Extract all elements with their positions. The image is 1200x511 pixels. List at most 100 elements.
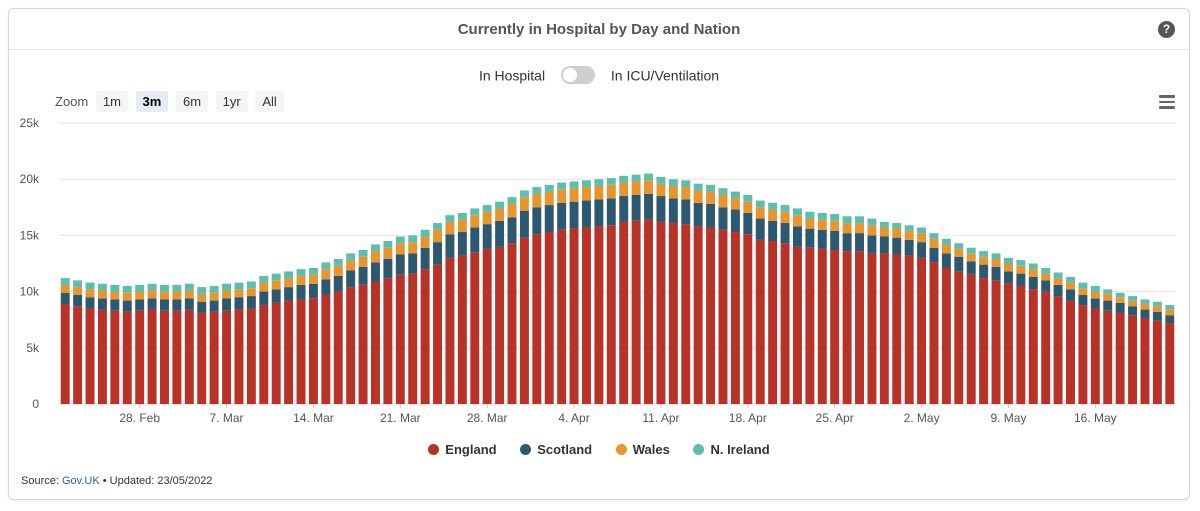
bar-scotland	[904, 239, 914, 256]
zoom-all-button[interactable]: All	[255, 91, 284, 112]
bar-england	[768, 241, 778, 404]
source-link[interactable]: Gov.UK	[61, 475, 100, 487]
zoom-controls: Zoom 1m 3m 6m 1yr All	[55, 91, 288, 113]
source-prefix: Source:	[21, 475, 59, 487]
bar-scotland	[408, 253, 418, 274]
bar-n-ireland	[420, 229, 430, 237]
x-tick-label: 16. May	[1074, 411, 1117, 425]
bar-wales	[408, 242, 418, 254]
bar-scotland	[619, 196, 629, 222]
legend-item-scotland[interactable]: Scotland	[520, 442, 592, 457]
bar-wales	[60, 284, 70, 293]
bar-england	[470, 252, 480, 404]
bar-wales	[532, 193, 542, 208]
bar-england	[979, 278, 989, 404]
bar-scotland	[594, 199, 604, 227]
bar-england	[792, 246, 802, 404]
legend-label-scotland: Scotland	[537, 442, 593, 457]
bar-scotland	[966, 261, 976, 275]
bar-scotland	[805, 228, 815, 248]
bar-england	[60, 303, 70, 404]
bar-england	[606, 225, 616, 404]
legend-item-wales[interactable]: Wales	[615, 442, 670, 457]
bar-wales	[743, 201, 753, 213]
bar-scotland	[73, 294, 83, 307]
bar-scotland	[1003, 271, 1013, 284]
legend-swatch-wales	[615, 444, 627, 455]
bar-scotland	[495, 220, 505, 247]
bar-wales	[470, 215, 480, 228]
bar-n-ireland	[246, 281, 256, 289]
bar-wales	[557, 189, 567, 203]
bar-england	[85, 308, 95, 404]
bar-england	[1053, 296, 1063, 404]
metric-toggle-switch[interactable]	[560, 66, 595, 85]
hamburger-menu-icon[interactable]	[1159, 95, 1175, 109]
zoom-3m-button[interactable]: 3m	[135, 91, 169, 112]
bar-england	[395, 274, 405, 404]
bar-n-ireland	[755, 200, 765, 208]
zoom-1m-button[interactable]: 1m	[95, 91, 128, 112]
bar-n-ireland	[768, 202, 778, 210]
bar-n-ireland	[681, 180, 691, 188]
bar-n-ireland	[855, 216, 864, 224]
bar-england	[631, 220, 641, 404]
bar-scotland	[768, 220, 778, 242]
bar-wales	[830, 220, 840, 231]
bar-scotland	[1090, 298, 1100, 309]
zoom-6m-button[interactable]: 6m	[175, 91, 209, 112]
bar-scotland	[209, 300, 219, 312]
bar-wales	[122, 292, 132, 301]
bar-n-ireland	[395, 236, 405, 244]
bar-n-ireland	[135, 284, 145, 292]
bar-wales	[644, 180, 653, 194]
bar-england	[1090, 308, 1100, 404]
x-tick-label: 28. Feb	[119, 411, 160, 425]
bar-wales	[544, 191, 554, 206]
bar-wales	[755, 207, 765, 219]
zoom-1yr-button[interactable]: 1yr	[215, 91, 248, 112]
bar-wales	[1103, 293, 1113, 301]
bar-scotland	[941, 253, 951, 268]
bar-england	[532, 234, 542, 404]
bar-n-ireland	[408, 235, 418, 243]
bar-n-ireland	[321, 262, 331, 270]
bar-n-ireland	[557, 182, 567, 190]
bar-n-ireland	[867, 218, 877, 226]
bar-n-ireland	[507, 197, 517, 204]
bar-wales	[234, 289, 244, 298]
bar-wales	[1152, 306, 1162, 312]
bar-n-ireland	[383, 241, 393, 248]
bar-n-ireland	[184, 283, 194, 291]
bar-wales	[222, 290, 232, 299]
bar-n-ireland	[1016, 260, 1026, 266]
bar-wales	[780, 211, 790, 224]
bar-scotland	[656, 196, 666, 222]
bar-n-ireland	[73, 280, 83, 288]
bar-n-ireland	[979, 251, 989, 257]
bar-wales	[519, 197, 529, 211]
bar-wales	[991, 259, 1001, 267]
bar-scotland	[1152, 311, 1162, 321]
legend-item-nireland[interactable]: N. Ireland	[693, 442, 770, 457]
bar-n-ireland	[333, 259, 343, 266]
bar-scotland	[135, 299, 145, 311]
question-circle-icon[interactable]: ?	[1158, 21, 1175, 38]
bar-england	[1165, 323, 1175, 404]
toggle-left-label: In Hospital	[478, 67, 546, 84]
toggle-knob	[562, 68, 577, 83]
bar-n-ireland	[1128, 296, 1138, 301]
bar-n-ireland	[1066, 276, 1075, 283]
bar-n-ireland	[929, 233, 939, 239]
bar-wales	[904, 230, 914, 240]
bar-wales	[929, 238, 939, 248]
bar-england	[445, 257, 455, 404]
bar-scotland	[892, 237, 902, 255]
bar-n-ireland	[172, 284, 182, 292]
bar-n-ireland	[1165, 305, 1175, 310]
bar-n-ireland	[234, 282, 244, 290]
bar-n-ireland	[1028, 263, 1038, 270]
legend-item-england[interactable]: England	[428, 442, 497, 457]
bar-scotland	[569, 201, 579, 229]
legend-swatch-nireland	[693, 444, 705, 455]
